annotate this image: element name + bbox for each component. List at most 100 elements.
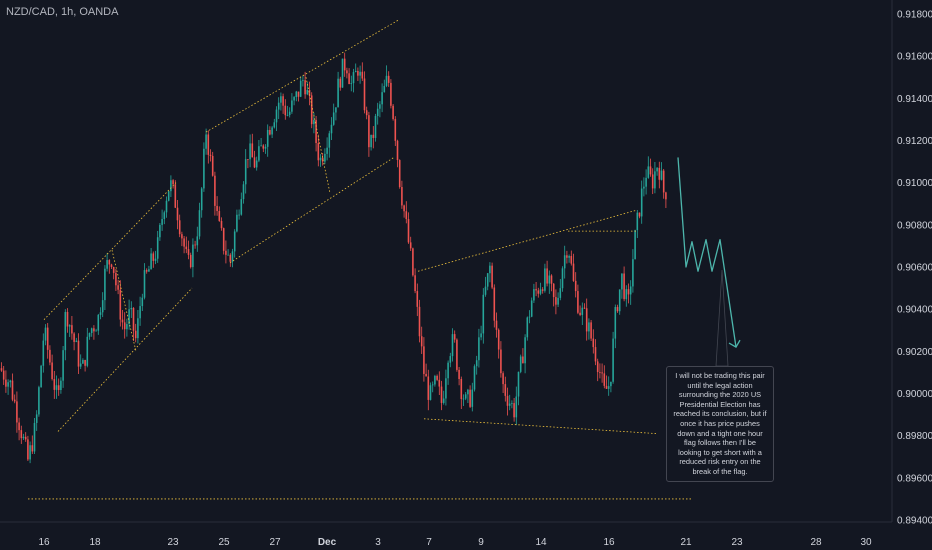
candle-body [638, 212, 641, 217]
candle-body [500, 349, 502, 374]
candle-body [533, 289, 535, 301]
candle-body [614, 307, 617, 339]
candle-body [20, 430, 23, 439]
candle-body [423, 346, 425, 374]
candle-body [104, 268, 106, 301]
candle-body [341, 58, 344, 88]
candle-body [66, 311, 69, 327]
candle-body [548, 275, 551, 284]
candle-body [233, 231, 236, 252]
candle-body [451, 334, 454, 357]
candle-body [7, 382, 9, 387]
candle-body [82, 360, 84, 364]
candle-body [11, 380, 14, 400]
trendline[interactable] [57, 287, 193, 432]
candle-body [112, 267, 115, 273]
time-tick-label: 25 [218, 537, 230, 548]
candle-body [561, 268, 564, 289]
candle-body [524, 337, 526, 364]
candle-body [618, 289, 621, 312]
candle-body [640, 188, 643, 217]
candle-body [462, 398, 465, 400]
candle-body [616, 307, 619, 312]
time-tick-label: 7 [426, 537, 432, 548]
candle-body [440, 386, 443, 403]
candle-body [475, 360, 478, 367]
trendline[interactable] [417, 209, 638, 272]
candle-body [101, 300, 104, 313]
candle-body [40, 365, 42, 388]
candle-body [306, 89, 309, 95]
candle-body [194, 244, 196, 246]
trendline[interactable] [229, 157, 395, 264]
candle-body [570, 256, 573, 264]
candle-body [33, 422, 36, 452]
candle-body [583, 307, 586, 309]
trendline[interactable] [43, 182, 177, 320]
trendlines-layer [28, 19, 692, 500]
candle-body [370, 134, 372, 148]
trendline[interactable] [305, 77, 331, 194]
candle-body [636, 212, 639, 231]
candle-body [537, 290, 540, 294]
candle-body [86, 336, 89, 366]
candle-body [497, 329, 500, 350]
candle-body [297, 91, 300, 97]
candle-body [13, 399, 16, 402]
price-tick-label: 0.90600 [897, 263, 932, 274]
candle-body [38, 387, 40, 415]
candle-body [108, 260, 111, 265]
candle-body [427, 376, 430, 400]
candle-body [491, 265, 493, 288]
candle-body [517, 371, 520, 397]
candle-body [530, 300, 533, 317]
candle-body [445, 378, 447, 399]
candle-body [174, 184, 177, 208]
time-axis[interactable]: 16 18 23 25 27 Dec 3 7 9 14 16 21 23 28 30 [38, 537, 872, 548]
price-axis[interactable]: 0.91800 0.91600 0.91400 0.91200 0.91000 0.908… [897, 10, 932, 527]
time-tick-label: 14 [535, 537, 547, 548]
candle-body [328, 133, 331, 148]
candle-body [504, 384, 507, 396]
candle-body [337, 78, 339, 108]
candle-body [31, 445, 34, 452]
candle-body [222, 228, 225, 251]
candle-body [154, 258, 157, 261]
candle-body [282, 96, 284, 106]
candle-body [121, 319, 124, 323]
candle-body [665, 192, 667, 200]
candle-body [128, 309, 130, 325]
candle-body [379, 104, 381, 109]
candle-body [456, 339, 458, 370]
candle-body [60, 380, 62, 391]
candle-body [203, 148, 205, 189]
trendline[interactable] [423, 418, 657, 434]
projection-arrowhead [728, 339, 741, 349]
candle-body [205, 134, 207, 149]
candle-body [68, 325, 71, 327]
candle-body [506, 395, 509, 406]
candle-body [403, 205, 405, 212]
candle-body [409, 242, 412, 249]
price-tick-label: 0.91800 [897, 10, 932, 21]
candle-body [546, 268, 548, 284]
candle-body [0, 368, 3, 371]
candle-body [216, 205, 218, 212]
candle-body [643, 186, 645, 189]
candle-body [148, 269, 150, 272]
candle-body [280, 96, 282, 103]
time-tick-label: 9 [478, 537, 484, 548]
candle-body [418, 306, 421, 337]
candle-body [559, 288, 562, 298]
candle-body [35, 414, 38, 423]
candle-body [75, 340, 78, 342]
candle-body [519, 356, 522, 372]
candle-body [57, 385, 60, 391]
candle-body [416, 291, 419, 307]
candle-body [273, 122, 276, 128]
candle-body [541, 289, 544, 291]
candle-body [566, 255, 568, 258]
candles-layer [0, 52, 667, 464]
projected-price-path[interactable] [677, 157, 737, 348]
